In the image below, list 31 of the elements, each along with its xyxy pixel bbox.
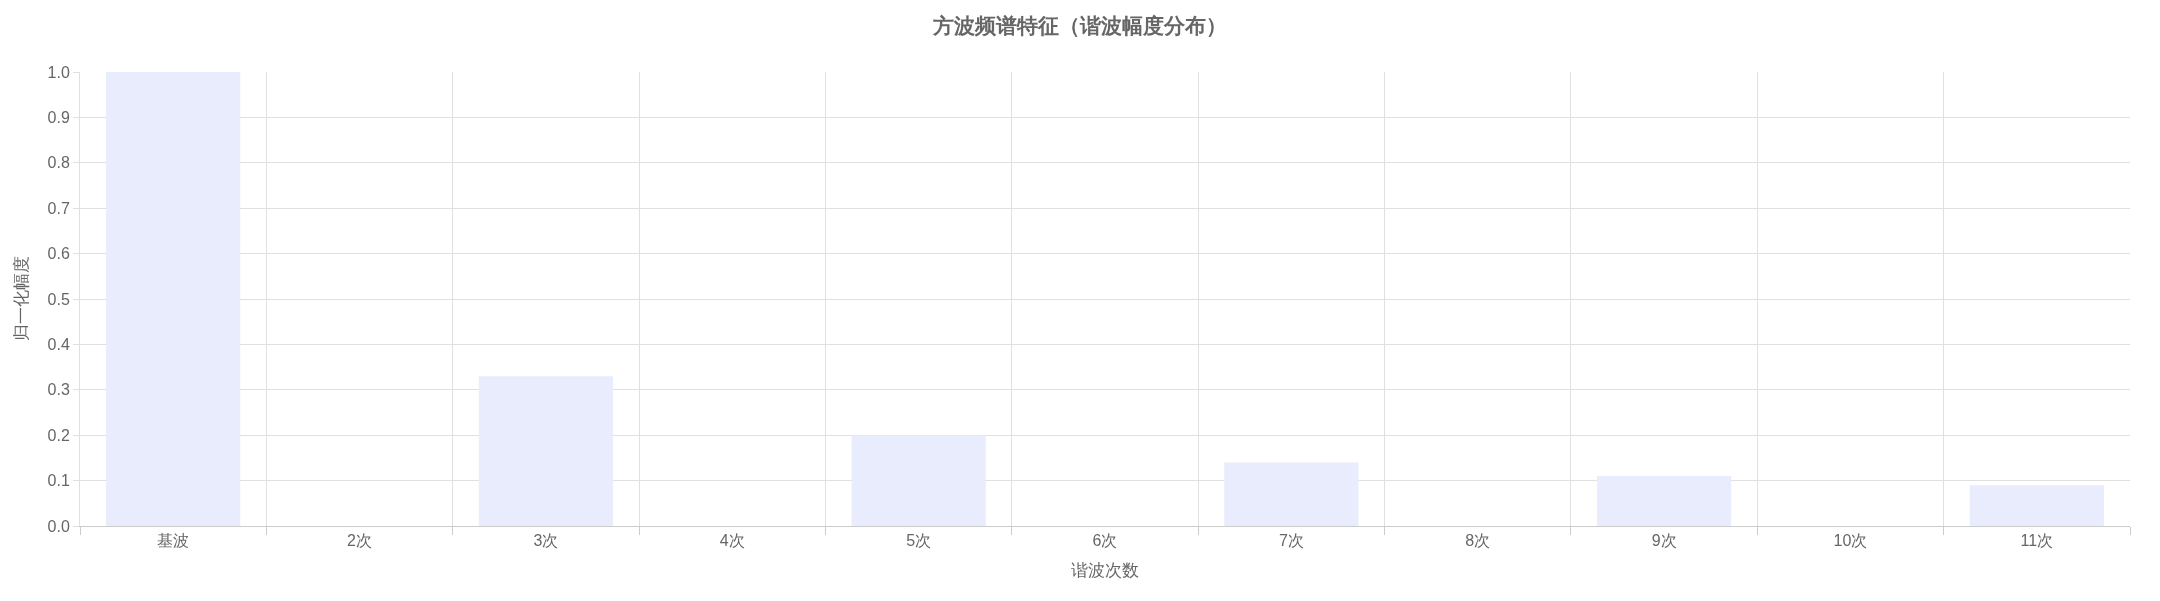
chart-title: 方波频谱特征（谐波幅度分布）: [932, 13, 1227, 37]
bar: [1597, 476, 1732, 526]
y-tick-label: 0.2: [47, 426, 70, 444]
bar: [478, 376, 613, 526]
x-tick-label: 10次: [1833, 532, 1868, 550]
x-tick-label: 基波: [157, 532, 190, 550]
y-tick-label: 0.4: [47, 336, 70, 353]
y-tick-label: 0.3: [47, 381, 70, 399]
x-tick-label: 8次: [1465, 532, 1491, 550]
x-axis-title: 谐波次数: [1071, 560, 1139, 580]
x-tick-label: 9次: [1651, 532, 1677, 550]
y-tick-label: 0.5: [47, 290, 70, 308]
y-tick-label: 0.1: [47, 472, 70, 490]
bar: [1224, 462, 1359, 526]
x-tick-label: 2次: [347, 532, 372, 550]
x-tick-label: 7次: [1278, 532, 1304, 550]
x-tick-label: 5次: [906, 532, 932, 550]
y-axis-title: 归一化幅度: [12, 256, 32, 342]
y-tick-label: 0.8: [47, 154, 70, 172]
bar: [851, 435, 986, 526]
y-tick-label: 0.7: [47, 199, 70, 217]
x-tick-label: 11次: [2020, 532, 2054, 550]
bar: [106, 72, 241, 526]
y-tick-label: 0.0: [47, 517, 70, 535]
y-tick-label: 1.0: [47, 63, 70, 81]
x-tick-label: 4次: [719, 532, 745, 550]
y-tick-label: 0.9: [47, 109, 70, 126]
x-tick-label: 6次: [1092, 532, 1118, 550]
bar: [1969, 485, 2104, 526]
x-tick-label: 3次: [533, 532, 559, 550]
y-tick-label: 0.6: [47, 245, 70, 263]
